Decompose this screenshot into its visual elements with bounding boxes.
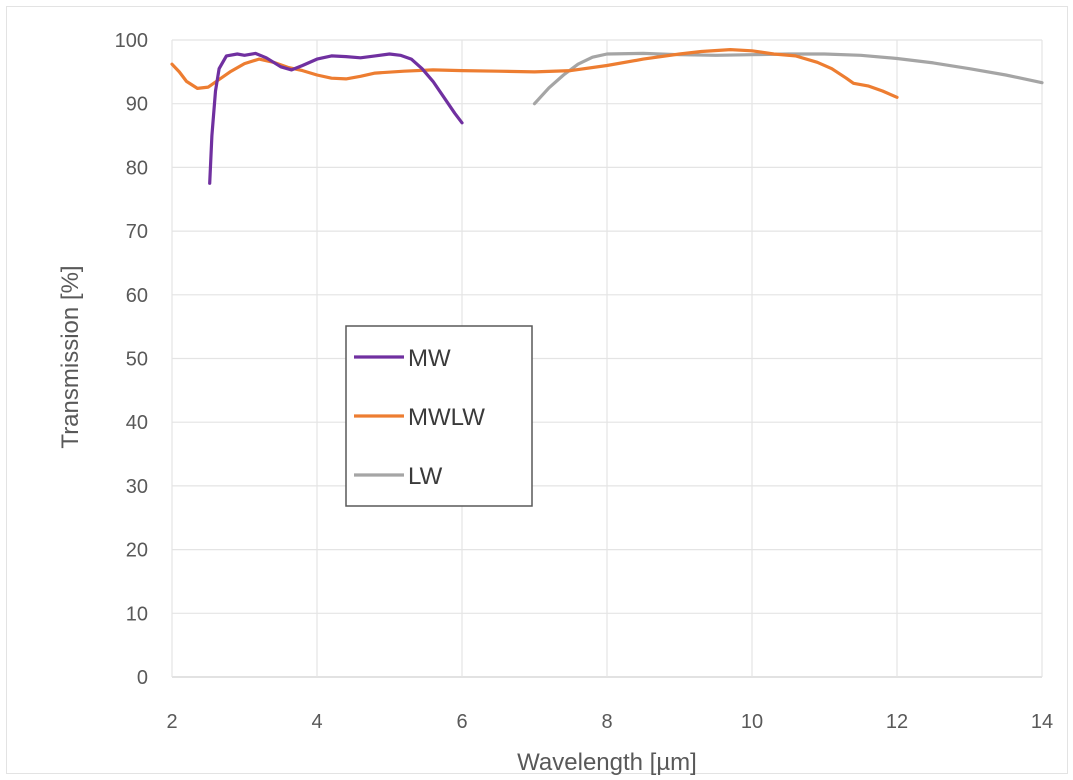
y-tick-label: 70 — [126, 221, 148, 243]
legend-items: MW MWLW LW — [354, 345, 485, 490]
y-axis-title: Transmission [%] — [57, 265, 84, 448]
series-lines — [170, 48, 1044, 185]
y-tick-label: 0 — [137, 667, 148, 689]
x-tick-label: 8 — [601, 711, 612, 733]
x-tick-label: 2 — [166, 711, 177, 733]
x-tick-label: 14 — [1031, 711, 1053, 733]
y-tick-label: 100 — [115, 30, 148, 52]
y-tick-label: 80 — [126, 157, 148, 179]
y-tick-label: 60 — [126, 285, 148, 307]
tick-labels: 0 10 20 30 40 50 60 70 80 90 100 2 4 6 8 10 12 14 — [115, 30, 1054, 733]
x-tick-label: 12 — [886, 711, 908, 733]
series-line-lw — [532, 51, 1044, 106]
legend-label-mwlw: MWLW — [408, 404, 485, 431]
y-tick-label: 50 — [126, 349, 148, 371]
y-tick-label: 20 — [126, 540, 148, 562]
x-axis-title: Wavelength [µm] — [517, 749, 697, 776]
x-tick-label: 6 — [456, 711, 467, 733]
series-line-mwlw — [170, 48, 899, 99]
legend-label-lw: LW — [408, 463, 443, 490]
y-tick-label: 10 — [126, 603, 148, 625]
chart-frame — [6, 6, 1068, 774]
y-tick-label: 40 — [126, 412, 148, 434]
x-tick-label: 4 — [311, 711, 322, 733]
legend: MW MWLW LW — [345, 325, 533, 507]
y-tick-label: 30 — [126, 476, 148, 498]
y-tick-label: 90 — [126, 94, 148, 116]
series-line-mw — [208, 51, 464, 185]
legend-label-mw: MW — [408, 345, 451, 372]
gridlines — [171, 39, 1043, 678]
x-tick-label: 10 — [741, 711, 763, 733]
